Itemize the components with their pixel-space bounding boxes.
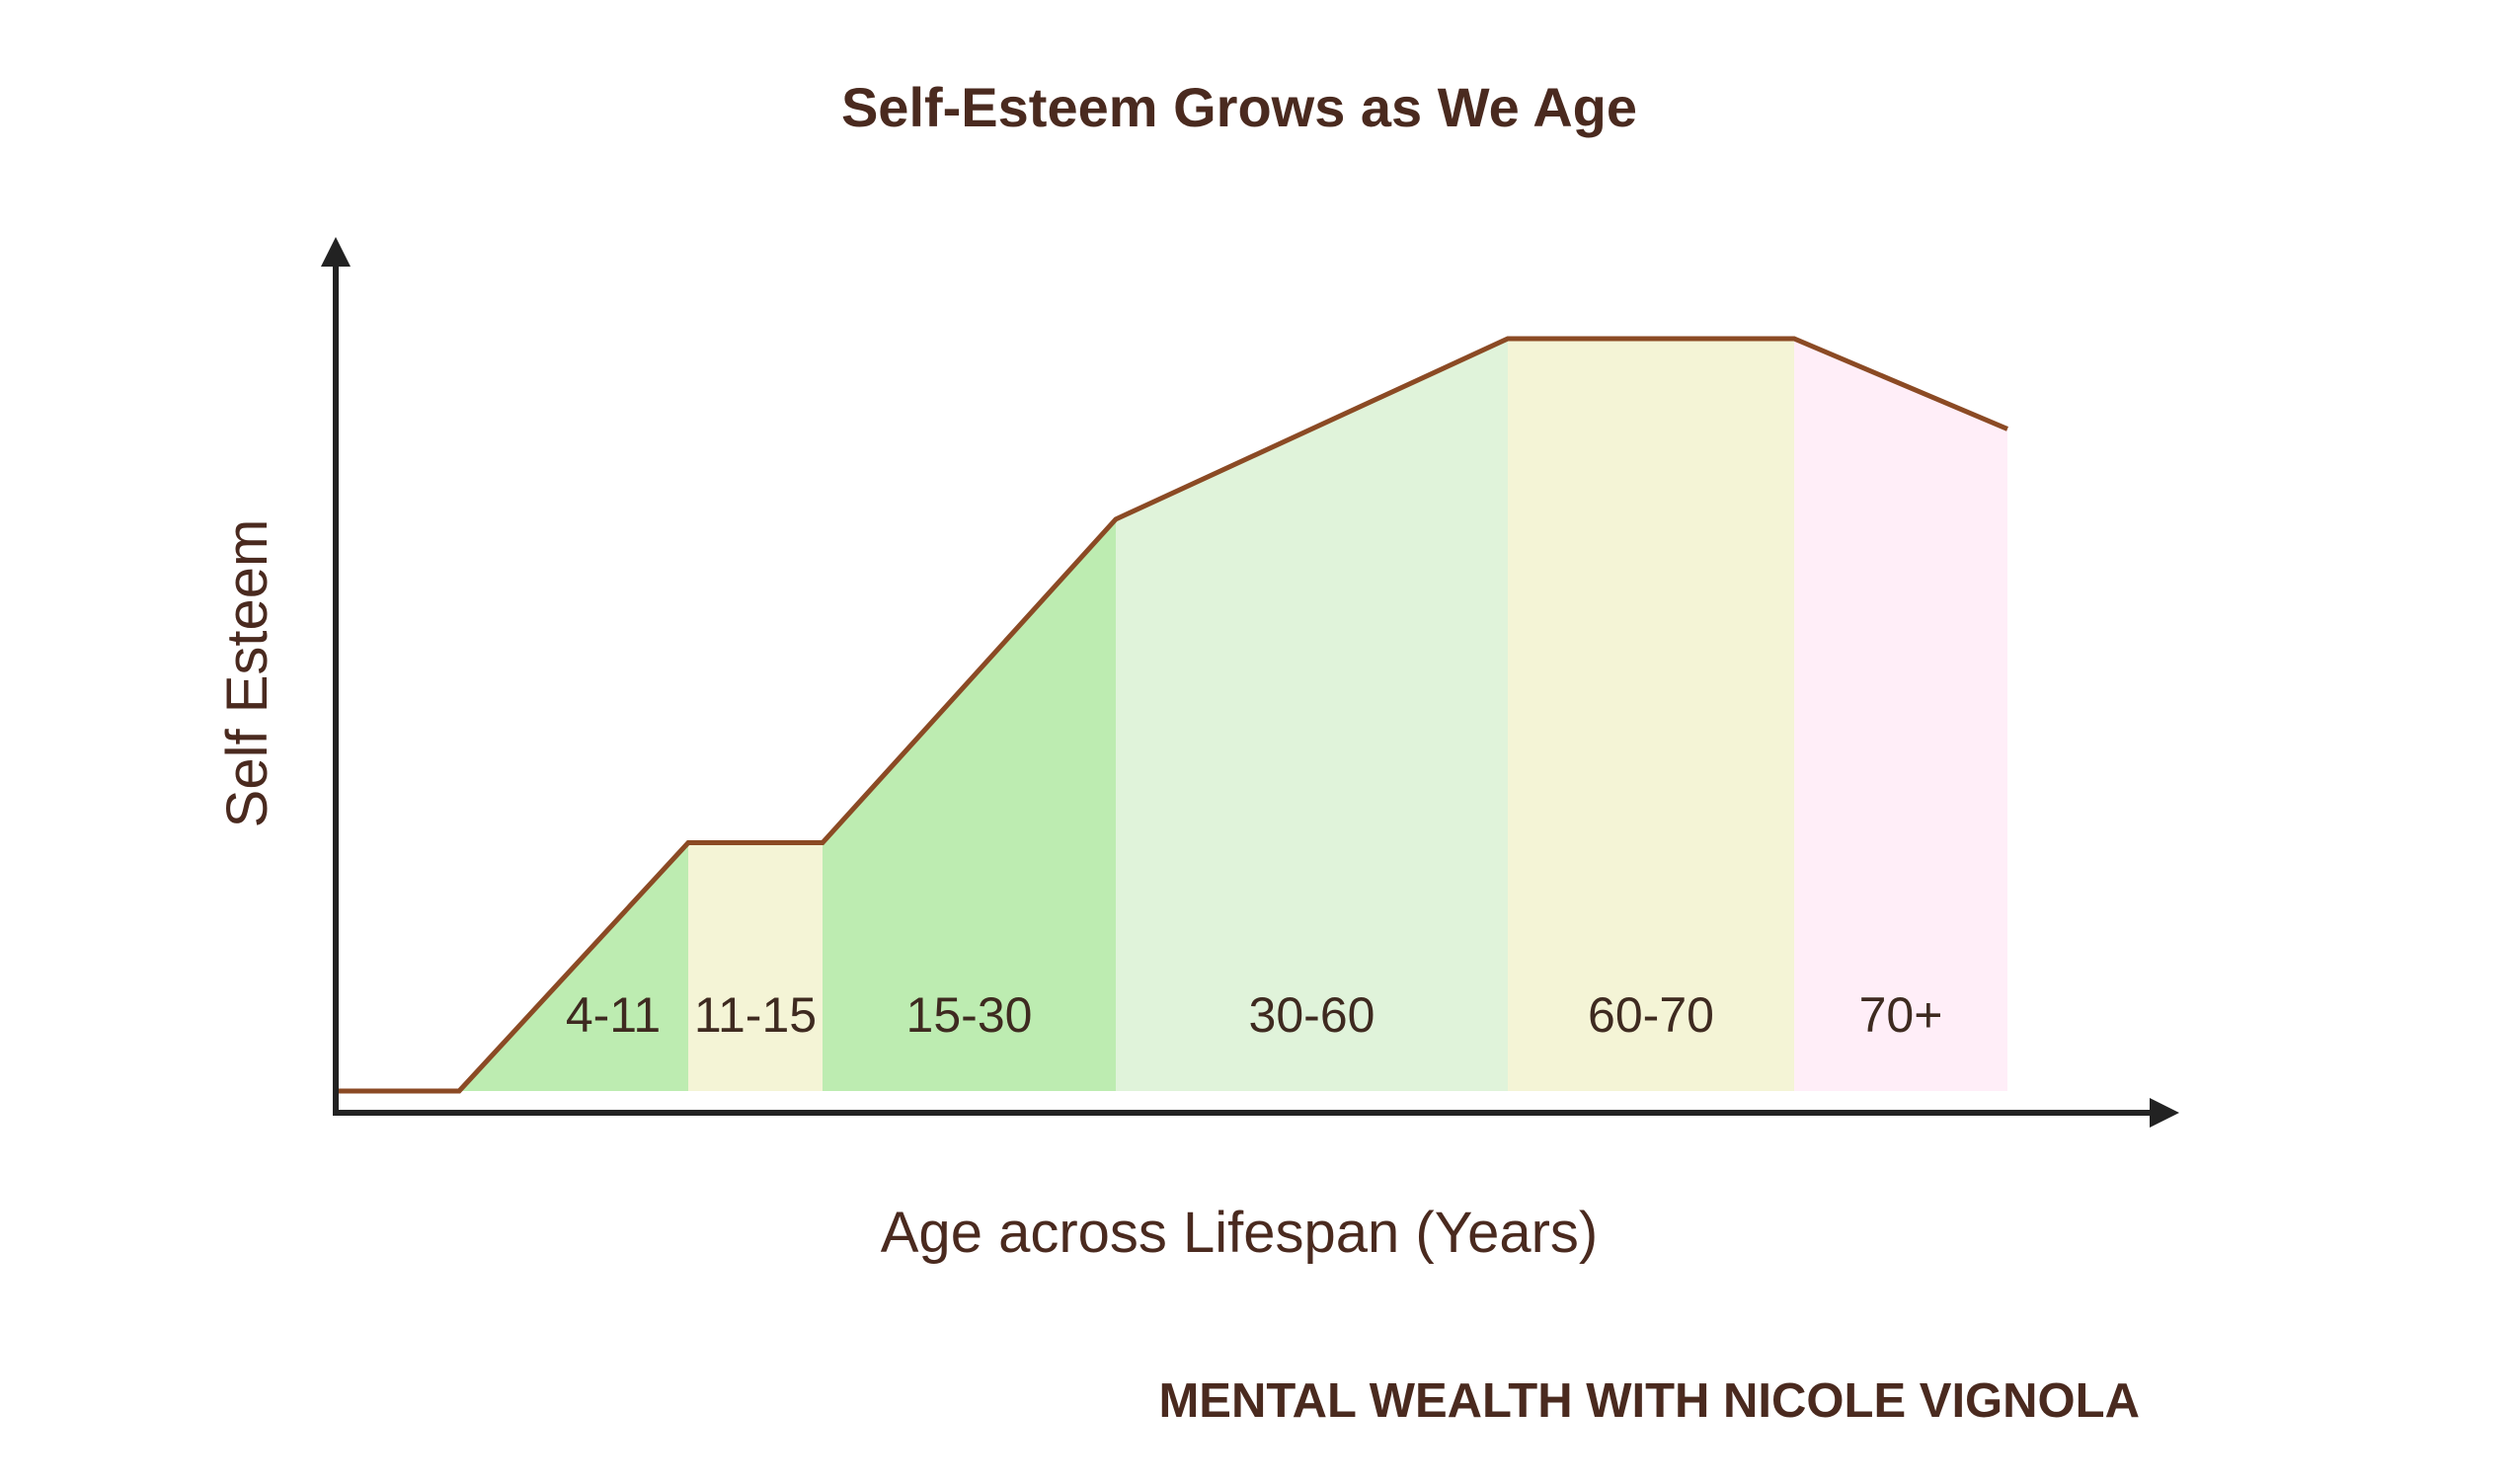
segment-area-15-30: [823, 518, 1116, 1091]
segment-area-11-15: [688, 842, 823, 1091]
credit-text: MENTAL WEALTH WITH NICOLE VIGNOLA: [1158, 1374, 2140, 1428]
segment-label-30-60: 30-60: [1249, 987, 1375, 1043]
x-axis-label: Age across Lifespan (Years): [881, 1201, 1598, 1265]
segment-area-60-70: [1508, 339, 1794, 1091]
segment-label-4-11: 4-11: [566, 987, 661, 1043]
x-axis-arrow-icon: [2150, 1098, 2179, 1128]
segment-label-11-15: 11-15: [694, 987, 817, 1043]
segments-layer: [459, 339, 2007, 1091]
esteem-line: [336, 336, 2008, 1094]
y-axis-label: Self Esteem: [215, 519, 279, 828]
segment-area-30-60: [1116, 339, 1508, 1091]
segment-label-70plus: 70+: [1859, 987, 1943, 1043]
segment-label-60-70: 60-70: [1588, 987, 1714, 1043]
segment-area-70plus: [1794, 339, 2007, 1091]
segment-labels: 4-11 11-15 15-30 30-60 60-70 70+: [566, 987, 1943, 1043]
segment-label-15-30: 15-30: [906, 987, 1033, 1043]
y-axis-arrow-icon: [321, 237, 351, 267]
chart-title: Self-Esteem Grows as We Age: [841, 76, 1637, 138]
